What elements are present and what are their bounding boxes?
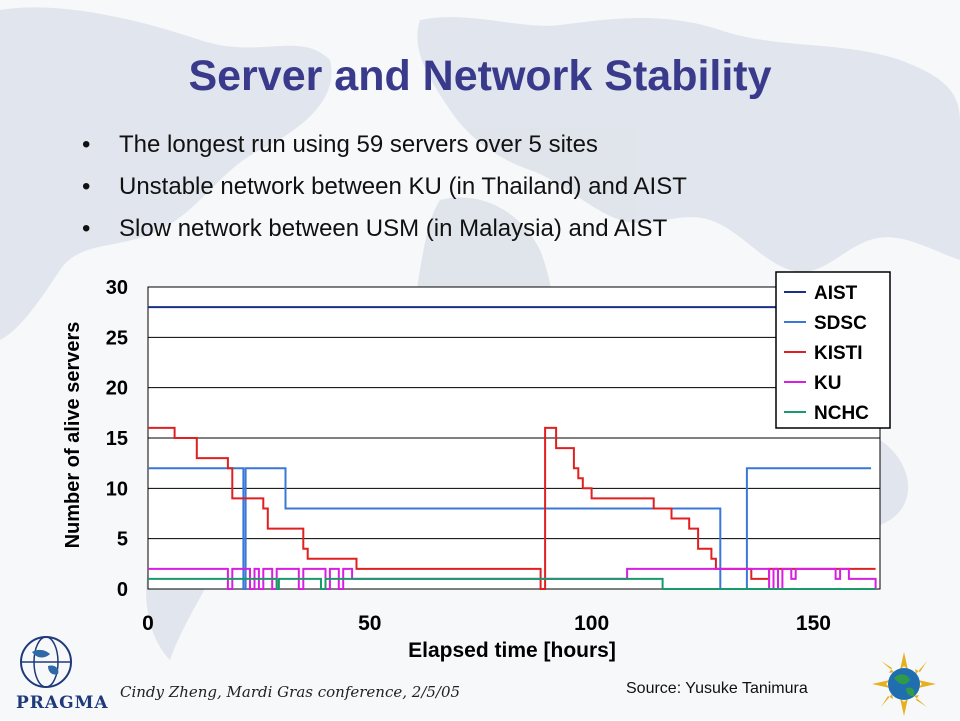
legend-label: NCHC [814,403,869,424]
bullet-dot-icon: • [82,131,91,158]
x-tick-label: 50 [358,612,381,635]
legend-label: KISTI [814,343,863,364]
x-axis-label: Elapsed time [hours] [408,639,616,662]
footer-credit: Cindy Zheng, Mardi Gras conference, 2/5/… [120,683,461,701]
y-tick-label: 5 [117,529,128,551]
y-tick-label: 10 [106,478,128,500]
y-tick-label: 30 [106,277,128,299]
legend-box [775,271,891,429]
earth-logo [872,652,936,721]
y-tick-label: 25 [106,327,128,349]
bullet-item: • The longest run using 59 servers over 5… [82,128,687,170]
y-tick-label: 0 [117,579,128,601]
bullet-dot-icon: • [82,173,91,200]
x-tick-label: 0 [142,612,154,635]
bullet-text: The longest run using 59 servers over 5 … [119,131,598,158]
series-line-kisti [148,426,876,590]
source-credit: Source: Yusuke Tanimura [626,680,808,697]
legend-label: KU [814,373,841,394]
slide-title: Server and Network Stability [188,52,772,100]
globe-logo-icon [20,636,72,688]
bullet-item: • Unstable network between KU (in Thailan… [82,170,687,212]
logo-wordmark: PRAGMA [16,693,109,713]
legend-label: AIST [814,283,858,304]
series-line-ku [148,567,877,590]
bullet-text: Slow network between USM (in Malaysia) a… [119,215,668,242]
bullet-text: Unstable network between KU (in Thailand… [119,173,687,200]
x-tick-label: 150 [796,612,831,635]
y-tick-label: 15 [106,428,128,450]
series-line-nchc [148,577,876,590]
legend-label: SDSC [814,313,867,334]
y-axis-label: Number of alive servers [62,322,84,549]
bullet-item: • Slow network between USM (in Malaysia) … [82,212,687,254]
pragma-logo [2,634,102,699]
x-tick-label: 100 [574,612,609,635]
earth-sun-icon [872,652,936,716]
y-tick-label: 20 [106,378,128,400]
bullet-list: • The longest run using 59 servers over 5… [82,128,687,254]
bullet-dot-icon: • [82,215,91,242]
